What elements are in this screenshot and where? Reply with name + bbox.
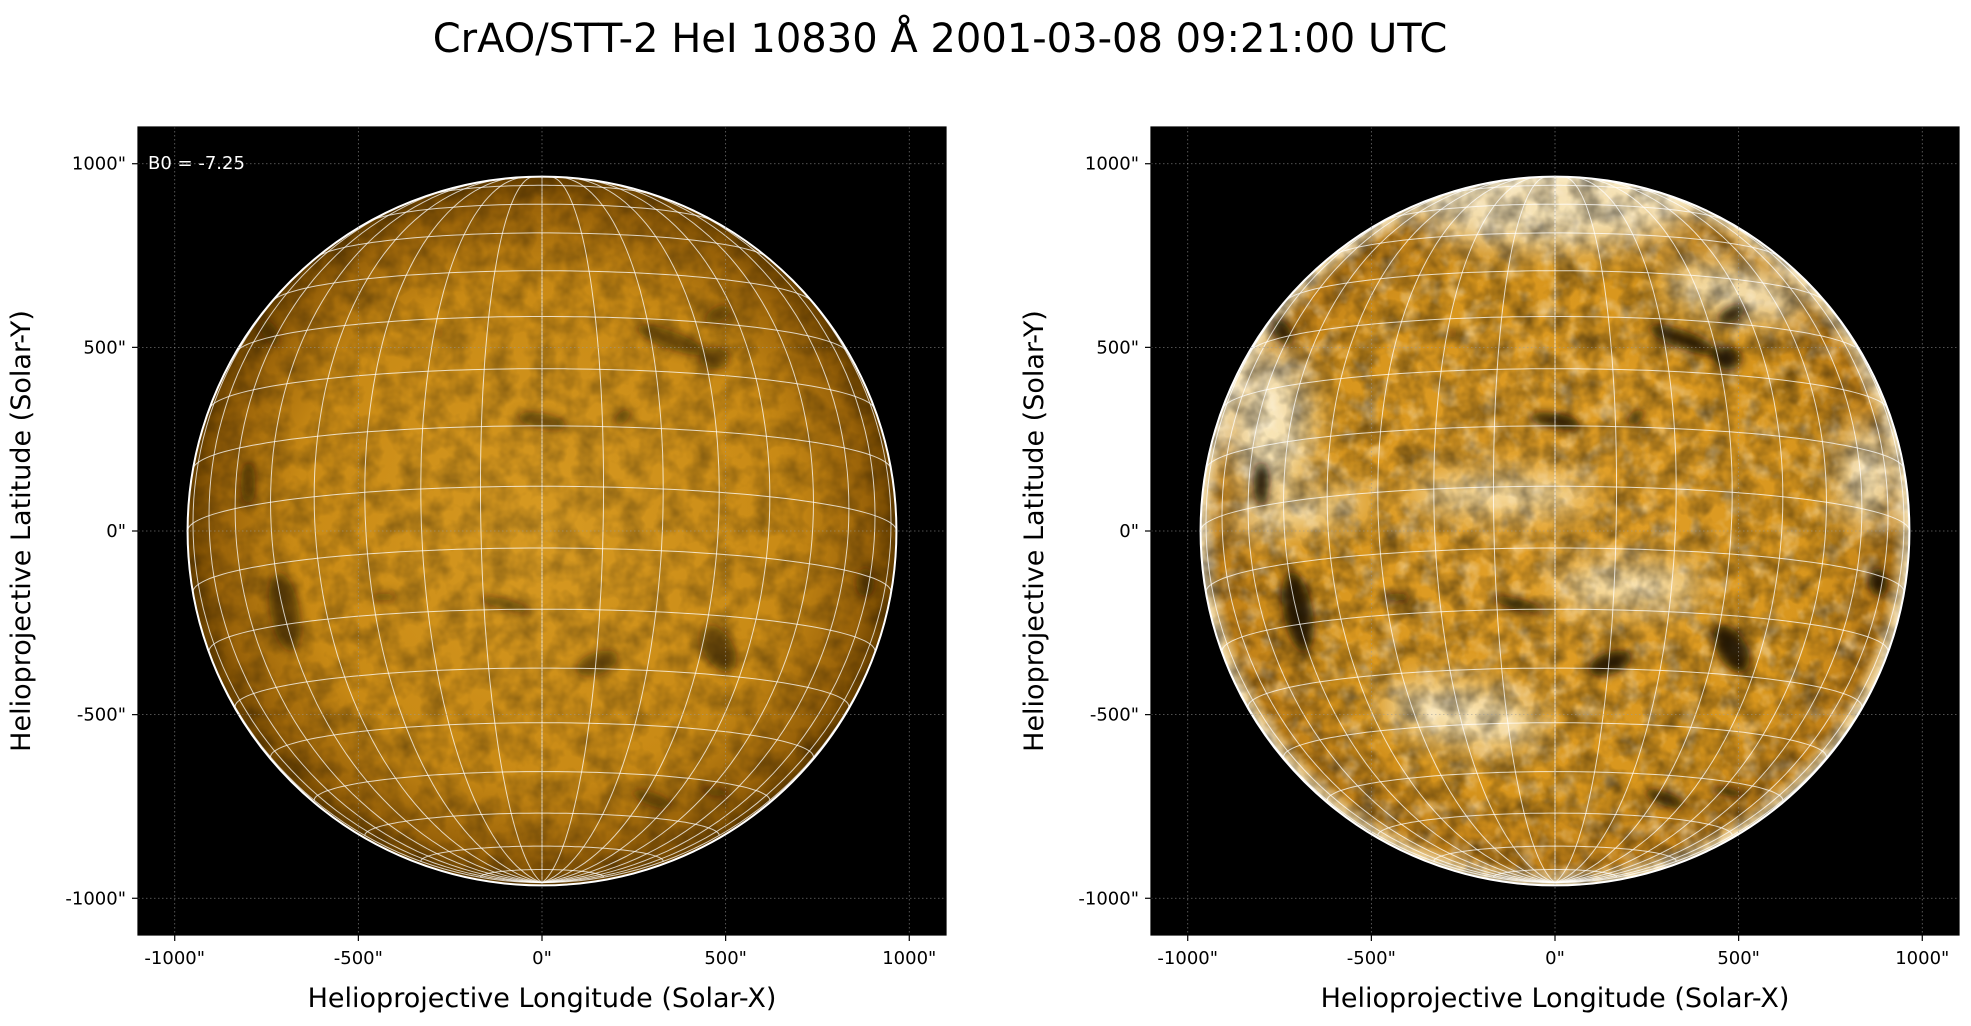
axis-grid <box>1151 127 1959 935</box>
solar-limb <box>186 175 898 887</box>
x-tick-label: -1000" <box>1157 948 1218 969</box>
y-tick-label: 0" <box>1119 521 1139 542</box>
y-tick-label: 500" <box>83 337 126 358</box>
x-tick-label: 0" <box>532 948 552 969</box>
x-tick-label: -500" <box>1347 948 1396 969</box>
y-tick-label: -500" <box>77 705 126 726</box>
x-tick-label: 1000" <box>882 948 936 969</box>
x-tick-label: -1000" <box>144 948 205 969</box>
x-tick-label: 500" <box>704 948 747 969</box>
figure-title: CrAO/STT-2 HeI 10830 Å 2001-03-08 09:21:… <box>433 14 1448 62</box>
y-tick-label: 1000" <box>1085 154 1139 175</box>
x-tick-label: 500" <box>1717 948 1760 969</box>
x-tick-label: 0" <box>1545 948 1565 969</box>
b0-annotation: B0 = -7.25 <box>148 153 245 174</box>
y-tick-label: -500" <box>1090 705 1139 726</box>
y-tick-label: -1000" <box>1078 888 1139 909</box>
dark-filaments <box>240 304 875 809</box>
y-tick-label: 500" <box>1096 337 1139 358</box>
y-axis-label: Helioprojective Latitude (Solar-Y) <box>1019 310 1050 752</box>
heliographic-grid <box>187 176 897 884</box>
x-tick-label: 1000" <box>1895 948 1949 969</box>
y-axis-label: Helioprojective Latitude (Solar-Y) <box>6 310 37 752</box>
x-tick-label: -500" <box>334 948 383 969</box>
y-tick-label: 1000" <box>72 154 126 175</box>
axis-grid <box>138 127 946 935</box>
right-panel: -1000" -500" 0" 500" 1000" 1000" 500" 0" -500" -1… <box>1019 126 1960 1014</box>
x-axis-label: Helioprojective Longitude (Solar-X) <box>308 983 777 1014</box>
left-panel: -1000" -500" 0" 500" 1000" 1000" 500" 0" -500" -1… <box>6 126 947 1014</box>
x-axis-label: Helioprojective Longitude (Solar-X) <box>1321 983 1790 1014</box>
y-tick-label: 0" <box>106 521 126 542</box>
y-tick-label: -1000" <box>65 888 126 909</box>
solar-limb <box>1199 175 1911 887</box>
